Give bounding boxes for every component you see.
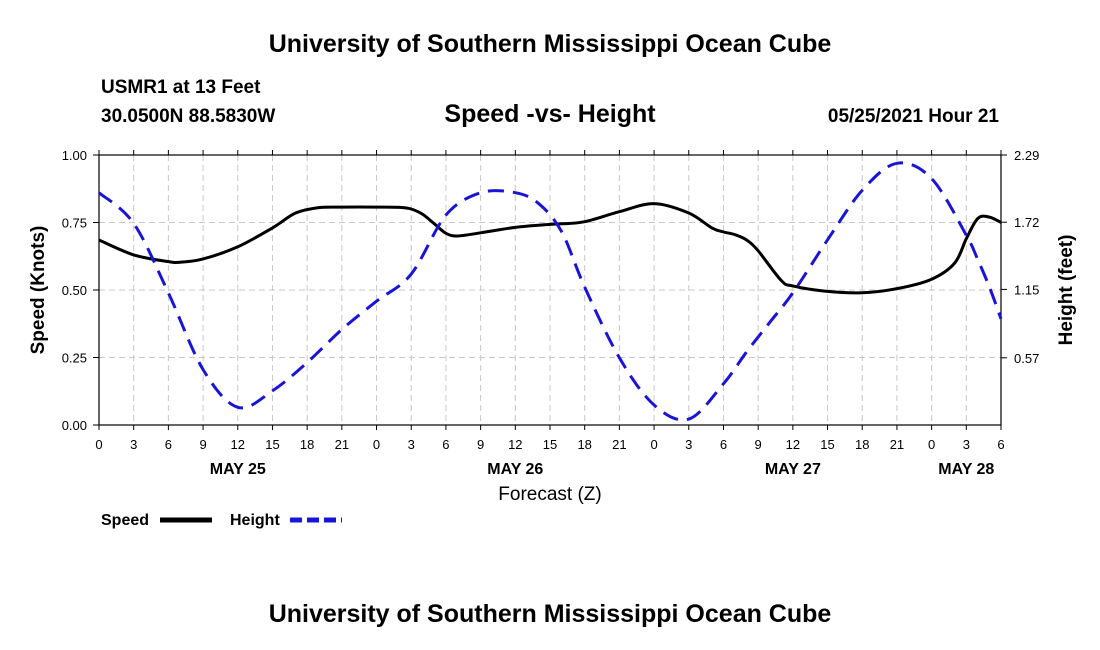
station-label: USMR1 at 13 Feet [101,77,261,98]
x-tick-label: 9 [199,437,206,452]
day-label: MAY 27 [765,461,821,478]
y2-tick-label: 1.72 [1014,215,1039,230]
y2-axis-label: Height (feet) [1056,235,1077,346]
series-speed-line [98,202,1002,295]
x-tick-label: 6 [997,437,1004,452]
y-tick-label: 0.25 [62,351,87,366]
x-tick-label: 18 [300,437,314,452]
x-tick-label: 3 [685,437,692,452]
y-axis-label: Speed (Knots) [28,226,49,355]
grid [99,155,1001,425]
x-tick-label: 0 [373,437,380,452]
x-tick-label: 21 [890,437,904,452]
x-tick-label: 18 [577,437,591,452]
y2-tick-label: 2.29 [1014,148,1039,163]
forecast-datetime: 05/25/2021 Hour 21 [827,106,999,127]
x-tick-label: 3 [963,437,970,452]
y-tick-label: 1.00 [62,148,87,163]
footer-title: University of Southern Mississippi Ocean… [268,600,832,628]
legend-height-label: Height [230,512,280,529]
x-tick-label: 0 [95,437,102,452]
y2-tick-label: 1.15 [1014,282,1039,297]
station-coordinates: 30.0500N 88.5830W [101,106,276,127]
legend-speed-label: Speed [101,512,149,529]
x-tick-label: 12 [786,437,800,452]
x-tick-label: 15 [543,437,557,452]
day-label: MAY 26 [487,461,543,478]
y-tick-label: 0.75 [62,216,87,231]
x-tick-label: 0 [928,437,935,452]
y-tick-label: 0.50 [62,283,87,298]
x-tick-label: 3 [408,437,415,452]
x-tick-label: 15 [265,437,279,452]
header-title: University of Southern Mississippi Ocean… [268,30,832,58]
y-tick-label: 0.00 [62,418,87,433]
x-tick-label: 21 [335,437,349,452]
day-label: MAY 25 [210,461,266,478]
x-tick-label: 3 [130,437,137,452]
y2-tick-label: 0.57 [1014,351,1039,366]
x-tick-label: 9 [755,437,762,452]
x-tick-label: 18 [855,437,869,452]
x-tick-label: 21 [612,437,626,452]
x-tick-label: 6 [165,437,172,452]
chart-title: Speed -vs- Height [444,100,656,128]
x-axis-label: Forecast (Z) [498,484,601,505]
day-label: MAY 28 [938,461,994,478]
x-tick-label: 15 [820,437,834,452]
x-tick-label: 12 [231,437,245,452]
x-tick-label: 6 [442,437,449,452]
x-tick-label: 0 [650,437,657,452]
x-tick-label: 9 [477,437,484,452]
x-tick-label: 12 [508,437,522,452]
x-tick-label: 6 [720,437,727,452]
series-height-line [98,161,1003,422]
